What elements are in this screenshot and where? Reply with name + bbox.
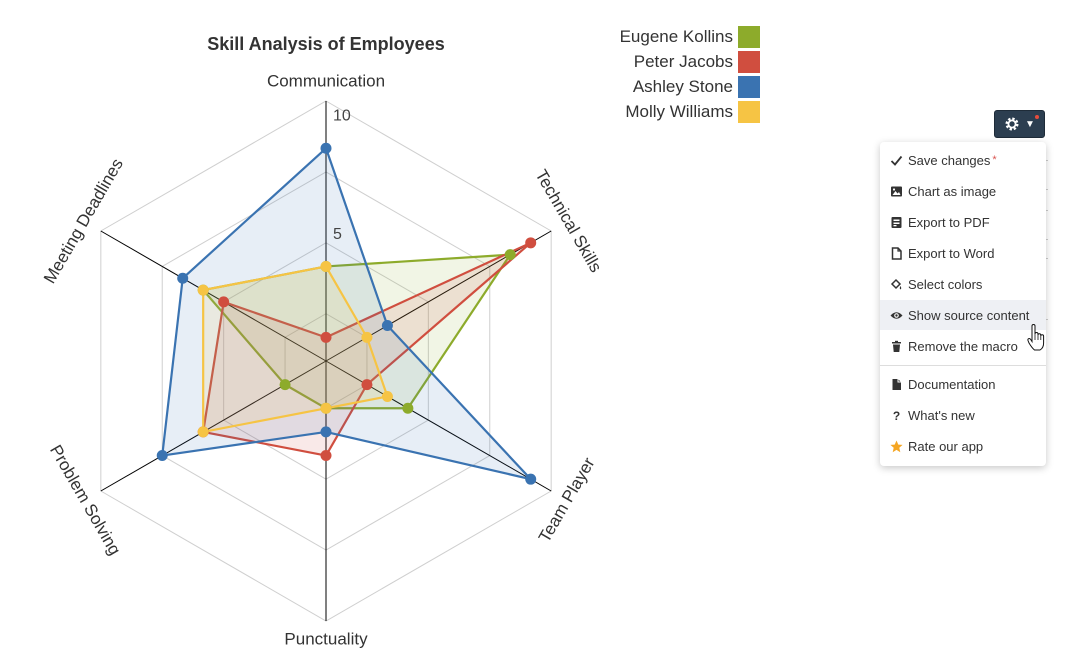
legend-swatch <box>738 25 760 48</box>
menu-label: Chart as image <box>908 183 997 199</box>
legend-label: Molly Williams <box>625 101 733 121</box>
legend-label: Ashley Stone <box>632 76 733 96</box>
svg-text:?: ? <box>893 409 900 422</box>
gear-icon <box>1005 117 1019 131</box>
menu-label: Export to Word <box>908 245 995 261</box>
data-point <box>218 296 230 308</box>
legend-item[interactable]: Eugene Kollins <box>600 24 760 49</box>
data-point <box>197 426 209 438</box>
data-point <box>320 142 332 154</box>
data-point <box>381 320 393 332</box>
file-icon <box>891 246 902 260</box>
data-point <box>525 473 537 485</box>
menu-label: Documentation <box>908 376 996 392</box>
data-point <box>361 379 373 391</box>
axis-label: Punctuality <box>284 629 368 648</box>
pdf-file-icon <box>891 216 902 228</box>
axis-label: Problem Solving <box>46 442 124 559</box>
menu-export-pdf[interactable]: Export to PDF <box>880 207 1046 237</box>
menu-rate-app[interactable]: Rate our app <box>880 431 1046 461</box>
radial-tick-label: 5 <box>333 226 342 243</box>
axis-label: Communication <box>267 71 385 90</box>
document-icon <box>892 378 901 390</box>
menu-label: Export to PDF <box>908 214 990 230</box>
notification-dot <box>1035 115 1039 119</box>
chart-legend: Eugene Kollins Peter Jacobs Ashley Stone… <box>600 24 760 124</box>
legend-swatch <box>738 100 760 123</box>
image-icon <box>891 186 902 196</box>
menu-label: What's new <box>908 407 975 423</box>
legend-label: Eugene Kollins <box>619 26 733 46</box>
data-point <box>320 260 332 272</box>
menu-label: Select colors <box>908 276 983 292</box>
data-point <box>381 390 393 402</box>
menu-label: Remove the macro <box>908 338 1018 354</box>
data-point <box>402 402 414 414</box>
data-point <box>177 272 189 284</box>
menu-save-changes[interactable]: Save changes * <box>880 145 1046 175</box>
legend-item[interactable]: Ashley Stone <box>600 74 760 99</box>
settings-menu: Save changes * Chart as image Export to … <box>880 142 1046 466</box>
legend-swatch <box>738 50 760 73</box>
menu-remove-macro[interactable]: Remove the macro <box>880 331 1046 361</box>
data-point <box>320 402 332 414</box>
data-point <box>156 450 168 462</box>
question-icon: ? <box>893 409 900 422</box>
menu-label: Rate our app <box>908 438 984 454</box>
axis-label: Meeting Deadlines <box>40 155 127 286</box>
menu-label: Save changes <box>908 152 991 168</box>
chevron-down-icon: ▼ <box>1025 118 1035 130</box>
radial-tick-label: 10 <box>333 108 351 125</box>
menu-chart-as-image[interactable]: Chart as image <box>880 176 1046 206</box>
menu-documentation[interactable]: Documentation <box>880 369 1046 399</box>
data-point <box>361 331 373 343</box>
data-point <box>320 426 332 438</box>
check-icon <box>890 155 903 166</box>
menu-label: Show source content <box>908 307 1030 323</box>
axis-label: Technical Skills <box>531 166 605 275</box>
menu-divider <box>880 365 1046 366</box>
chart-title: Skill Analysis of Employees <box>207 34 444 54</box>
data-point <box>279 379 291 391</box>
star-icon <box>890 440 903 452</box>
trash-icon <box>892 340 901 352</box>
legend-label: Peter Jacobs <box>633 51 733 71</box>
legend-swatch <box>738 75 760 98</box>
legend-item[interactable]: Molly Williams <box>600 99 760 124</box>
data-point <box>320 331 332 343</box>
axis-label: Team Player <box>535 454 599 546</box>
unsaved-marker: * <box>992 154 997 166</box>
paint-bucket-icon <box>890 278 902 289</box>
menu-select-colors[interactable]: Select colors <box>880 269 1046 299</box>
menu-export-word[interactable]: Export to Word <box>880 238 1046 268</box>
data-point <box>197 284 209 296</box>
hand-pointer-icon <box>1027 324 1045 351</box>
menu-whats-new[interactable]: ? What's new <box>880 400 1046 430</box>
data-point <box>320 450 332 462</box>
legend-item[interactable]: Peter Jacobs <box>600 49 760 74</box>
menu-show-source[interactable]: Show source content <box>880 300 1046 330</box>
axis-spoke <box>100 230 327 362</box>
data-point <box>525 237 537 249</box>
settings-button[interactable]: ▼ <box>994 110 1045 138</box>
eye-icon <box>890 311 903 319</box>
data-point <box>504 249 516 261</box>
radar-chart: Skill Analysis of Employees 5 10 Communica… <box>40 34 605 648</box>
